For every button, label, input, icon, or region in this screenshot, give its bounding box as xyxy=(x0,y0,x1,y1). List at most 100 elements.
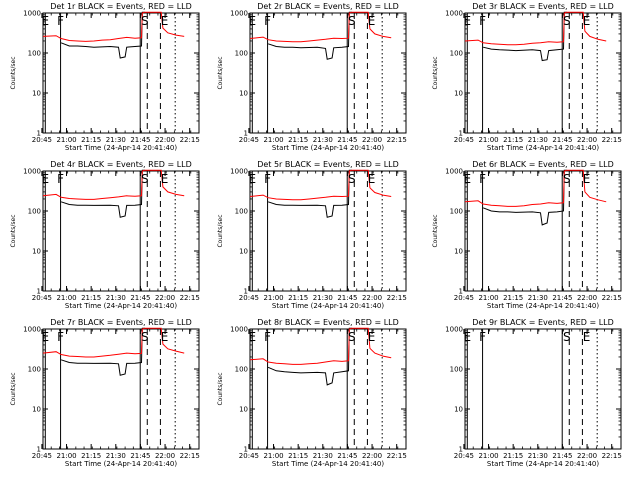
x-tick-label: 22:15 xyxy=(180,294,200,302)
y-tick-label: 1000 xyxy=(445,10,463,18)
y-axis-label: Counts/sec xyxy=(217,56,224,89)
x-tick-label: 21:45 xyxy=(552,452,572,460)
panel-title: Det 8r BLACK = Events, RED = LLD xyxy=(257,318,399,327)
y-tick-label: 1 xyxy=(37,130,41,138)
x-tick-label: 21:00 xyxy=(478,294,498,302)
x-tick-label: 20:45 xyxy=(239,452,259,460)
x-tick-label: 21:30 xyxy=(313,452,333,460)
event-marker-label: E xyxy=(583,172,591,186)
x-tick-label: 21:30 xyxy=(106,136,126,144)
x-axis-label: Start Time (24-Apr-14 20:41:40) xyxy=(65,144,177,152)
y-tick-label: 1000 xyxy=(23,10,41,18)
plot-frame xyxy=(464,328,622,450)
y-tick-label: 1 xyxy=(459,130,463,138)
series-lld-line xyxy=(464,11,607,46)
x-tick-label: 21:00 xyxy=(478,452,498,460)
y-axis-label: Counts/sec xyxy=(432,56,439,89)
event-marker-label: F xyxy=(57,172,64,186)
panel-det-6: Det 6r BLACK = Events, RED = LLD 1 10 100 10… xyxy=(432,160,622,310)
series-lld-line xyxy=(42,11,185,42)
y-tick-label: 1 xyxy=(459,446,463,454)
y-axis-label: Counts/sec xyxy=(432,214,439,247)
x-tick-label: 22:00 xyxy=(155,136,175,144)
y-tick-label: 1000 xyxy=(230,168,248,176)
event-marker-label: F xyxy=(264,172,271,186)
event-marker-label: E xyxy=(249,14,257,28)
x-tick-label: 22:00 xyxy=(155,294,175,302)
x-tick-label: 20:45 xyxy=(239,294,259,302)
x-tick-label: 20:45 xyxy=(454,294,474,302)
event-marker-label: S xyxy=(348,14,356,28)
x-tick-label: 20:45 xyxy=(454,136,474,144)
x-tick-label: 21:15 xyxy=(288,136,308,144)
panel-title: Det 5r BLACK = Events, RED = LLD xyxy=(257,160,399,169)
y-tick-label: 10 xyxy=(239,90,248,98)
x-tick-label: 21:45 xyxy=(337,294,357,302)
panel-title: Det 9r BLACK = Events, RED = LLD xyxy=(472,318,614,327)
x-tick-label: 21:30 xyxy=(106,452,126,460)
panel-title: Det 7r BLACK = Events, RED = LLD xyxy=(50,318,192,327)
event-marker-label: E xyxy=(368,172,376,186)
panel-det-4: Det 4r BLACK = Events, RED = LLD 1 10 100 10… xyxy=(10,160,200,310)
y-tick-label: 10 xyxy=(454,406,463,414)
event-marker-label: E xyxy=(583,330,591,344)
plot-frame xyxy=(42,12,200,134)
x-tick-label: 21:15 xyxy=(81,136,101,144)
series-lld-line xyxy=(42,169,185,200)
panel-det-1: Det 1r BLACK = Events, RED = LLD 1 10 100 10… xyxy=(10,2,200,152)
event-marker-label: S xyxy=(348,172,356,186)
y-tick-label: 10 xyxy=(239,248,248,256)
event-marker-label: F xyxy=(479,172,486,186)
event-marker-label: F xyxy=(264,330,271,344)
x-tick-label: 21:00 xyxy=(56,136,76,144)
event-marker-label: F xyxy=(264,14,271,28)
y-axis-label: Counts/sec xyxy=(10,372,17,405)
y-tick-label: 1 xyxy=(244,288,248,296)
y-tick-label: 10 xyxy=(32,248,41,256)
y-tick-label: 1000 xyxy=(23,168,41,176)
event-marker-label: E xyxy=(249,172,257,186)
y-tick-label: 1 xyxy=(459,288,463,296)
x-axis-label: Start Time (24-Apr-14 20:41:40) xyxy=(487,460,599,468)
plot-frame xyxy=(249,328,407,450)
x-tick-label: 22:15 xyxy=(602,452,622,460)
event-marker-label: S xyxy=(563,330,571,344)
y-axis-label: Counts/sec xyxy=(217,372,224,405)
series-events-line xyxy=(482,169,567,226)
x-tick-label: 20:45 xyxy=(32,294,52,302)
x-tick-label: 21:15 xyxy=(288,452,308,460)
x-axis-label: Start Time (24-Apr-14 20:41:40) xyxy=(272,302,384,310)
y-tick-label: 10 xyxy=(454,248,463,256)
event-marker-label: S xyxy=(563,14,571,28)
y-tick-label: 10 xyxy=(239,406,248,414)
event-marker-label: E xyxy=(161,172,169,186)
y-tick-label: 100 xyxy=(28,366,41,374)
x-tick-label: 22:15 xyxy=(387,452,407,460)
event-marker-label: F xyxy=(57,330,64,344)
y-axis-label: Counts/sec xyxy=(10,56,17,89)
series-lld-line xyxy=(249,327,392,365)
series-events-line xyxy=(482,11,567,62)
x-axis-label: Start Time (24-Apr-14 20:41:40) xyxy=(65,460,177,468)
event-marker-label: E xyxy=(161,14,169,28)
x-tick-label: 21:15 xyxy=(81,294,101,302)
plot-frame xyxy=(42,328,200,450)
panel-title: Det 1r BLACK = Events, RED = LLD xyxy=(50,2,192,11)
event-marker-label: E xyxy=(161,330,169,344)
event-marker-label: S xyxy=(563,172,571,186)
panel-det-7: Det 7r BLACK = Events, RED = LLD 1 10 100 10… xyxy=(10,318,200,468)
x-tick-label: 21:30 xyxy=(313,136,333,144)
x-tick-label: 22:00 xyxy=(362,452,382,460)
panel-det-8: Det 8r BLACK = Events, RED = LLD 1 10 100 10… xyxy=(217,318,407,468)
panel-title: Det 3r BLACK = Events, RED = LLD xyxy=(472,2,614,11)
x-tick-label: 22:15 xyxy=(387,294,407,302)
x-tick-label: 21:15 xyxy=(503,452,523,460)
event-marker-label: S xyxy=(141,172,149,186)
x-tick-label: 21:30 xyxy=(106,294,126,302)
x-axis-label: Start Time (24-Apr-14 20:41:40) xyxy=(272,460,384,468)
y-tick-label: 1 xyxy=(37,446,41,454)
panel-title: Det 4r BLACK = Events, RED = LLD xyxy=(50,160,192,169)
x-tick-label: 22:15 xyxy=(180,136,200,144)
x-tick-label: 21:00 xyxy=(263,452,283,460)
y-tick-label: 1000 xyxy=(23,326,41,334)
